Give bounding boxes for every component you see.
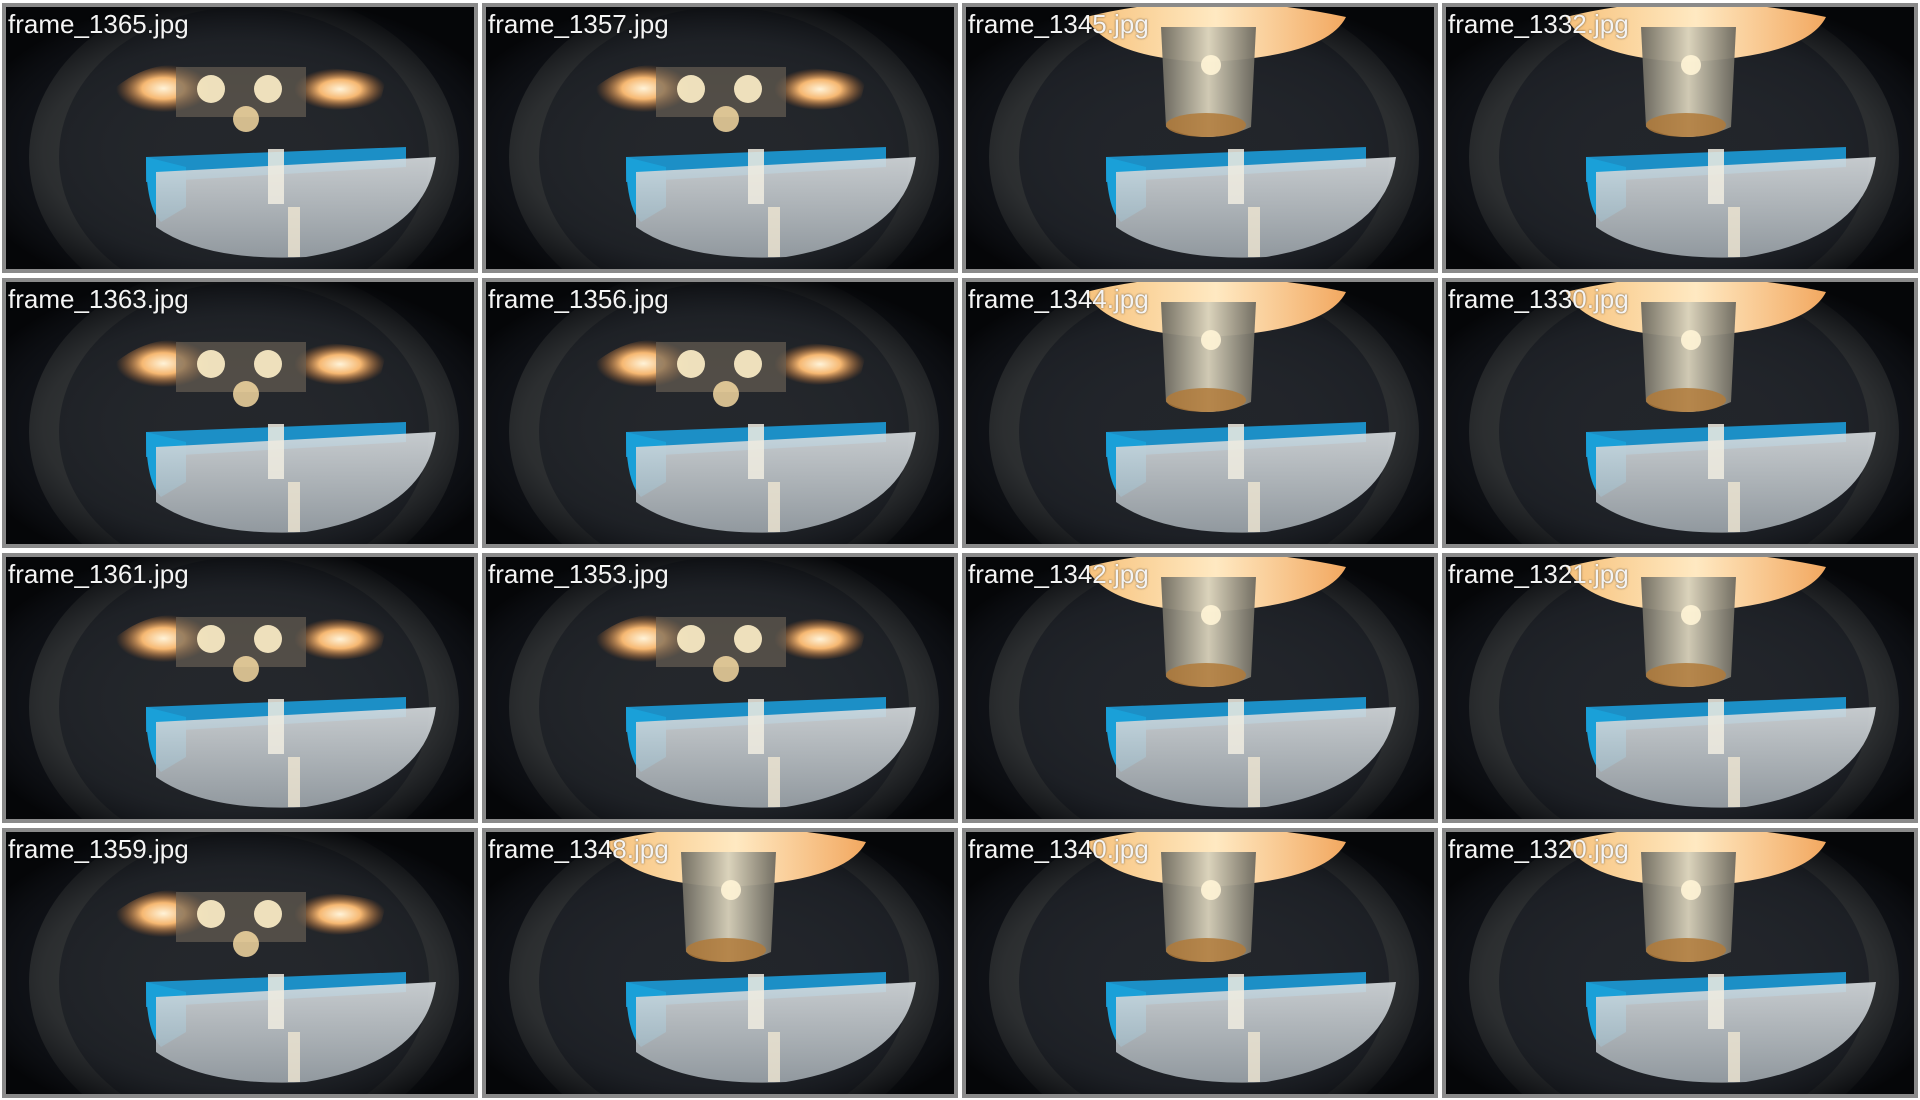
frame-image [6, 282, 474, 544]
frame-thumbnail: frame_1320.jpg [1446, 832, 1914, 1094]
frame-tile[interactable]: frame_1356.jpg [482, 278, 958, 548]
frame-image [1446, 832, 1914, 1094]
frame-thumbnail: frame_1357.jpg [486, 7, 954, 269]
frame-tile[interactable]: frame_1330.jpg [1442, 278, 1918, 548]
frame-thumbnail: frame_1342.jpg [966, 557, 1434, 819]
frame-thumbnail: frame_1365.jpg [6, 7, 474, 269]
frame-tile[interactable]: frame_1348.jpg [482, 828, 958, 1098]
frame-thumbnail: frame_1348.jpg [486, 832, 954, 1094]
frame-thumbnail: frame_1340.jpg [966, 832, 1434, 1094]
frame-thumbnail: frame_1332.jpg [1446, 7, 1914, 269]
frame-tile[interactable]: frame_1344.jpg [962, 278, 1438, 548]
frame-image [486, 282, 954, 544]
frame-image [486, 7, 954, 269]
frame-tile[interactable]: frame_1340.jpg [962, 828, 1438, 1098]
frame-thumbnail: frame_1363.jpg [6, 282, 474, 544]
frame-thumbnail: frame_1356.jpg [486, 282, 954, 544]
frame-tile[interactable]: frame_1357.jpg [482, 3, 958, 273]
frame-image [6, 557, 474, 819]
frame-image [966, 7, 1434, 269]
frame-tile[interactable]: frame_1365.jpg [2, 3, 478, 273]
frame-image [966, 832, 1434, 1094]
frame-image [6, 832, 474, 1094]
frame-tile[interactable]: frame_1363.jpg [2, 278, 478, 548]
frame-tile[interactable]: frame_1359.jpg [2, 828, 478, 1098]
frame-image [1446, 557, 1914, 819]
frame-image [6, 7, 474, 269]
frame-thumbnail: frame_1353.jpg [486, 557, 954, 819]
frame-thumbnail: frame_1344.jpg [966, 282, 1434, 544]
frame-thumbnail: frame_1345.jpg [966, 7, 1434, 269]
frame-tile[interactable]: frame_1321.jpg [1442, 553, 1918, 823]
frame-image [486, 557, 954, 819]
frame-tile[interactable]: frame_1361.jpg [2, 553, 478, 823]
frame-tile[interactable]: frame_1332.jpg [1442, 3, 1918, 273]
frame-tile[interactable]: frame_1320.jpg [1442, 828, 1918, 1098]
frame-thumbnail: frame_1359.jpg [6, 832, 474, 1094]
frame-tile[interactable]: frame_1342.jpg [962, 553, 1438, 823]
frame-image [1446, 7, 1914, 269]
frame-image [486, 832, 954, 1094]
frame-image [966, 282, 1434, 544]
frame-thumbnail: frame_1321.jpg [1446, 557, 1914, 819]
frame-tile[interactable]: frame_1345.jpg [962, 3, 1438, 273]
frame-tile[interactable]: frame_1353.jpg [482, 553, 958, 823]
frame-image [1446, 282, 1914, 544]
frame-image [966, 557, 1434, 819]
frame-thumbnail: frame_1330.jpg [1446, 282, 1914, 544]
frame-thumbnail: frame_1361.jpg [6, 557, 474, 819]
